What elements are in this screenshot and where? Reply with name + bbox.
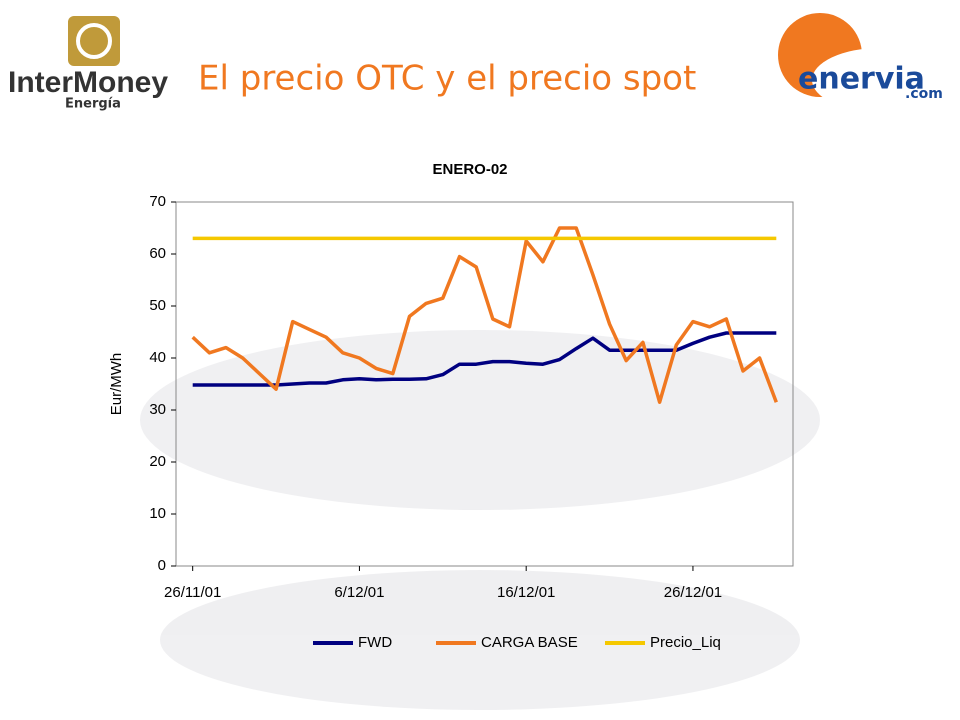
logo-text: InterMoney <box>8 66 168 99</box>
logo-icon <box>68 16 120 66</box>
y-tick-label: 50 <box>149 297 166 314</box>
legend-label: Precio_Liq <box>650 634 721 651</box>
logo-text: enervia <box>798 62 925 97</box>
logo-icon <box>812 48 948 112</box>
slide-title: El precio OTC y el precio spot <box>198 59 696 99</box>
y-axis-label: Eur/MWh <box>108 353 125 416</box>
watermark-shape <box>140 330 820 510</box>
x-tick-label: 16/12/01 <box>497 584 555 601</box>
x-tick-label: 6/12/01 <box>334 584 384 601</box>
x-tick-label: 26/11/01 <box>164 584 221 601</box>
series-line <box>191 226 778 404</box>
y-tick-label: 10 <box>149 505 166 522</box>
y-tick-label: 40 <box>149 349 166 366</box>
chart-title: ENERO-02 <box>432 161 507 178</box>
y-tick-label: 30 <box>149 401 166 418</box>
watermark <box>140 330 820 710</box>
watermark-shape <box>160 570 800 710</box>
plot-area <box>175 201 794 567</box>
y-tick-label: 70 <box>149 193 166 210</box>
x-tick-label: 26/12/01 <box>664 584 722 601</box>
legend-label: FWD <box>358 634 392 651</box>
y-tick-label: 20 <box>149 453 166 470</box>
y-tick-label: 60 <box>149 245 166 262</box>
logo-subtext: Energía <box>65 97 121 112</box>
series-line <box>192 331 777 387</box>
legend-label: CARGA BASE <box>481 634 578 651</box>
logo-subtext: .com <box>905 86 943 102</box>
y-tick-label: 0 <box>158 557 166 574</box>
logo-icon <box>76 23 112 59</box>
